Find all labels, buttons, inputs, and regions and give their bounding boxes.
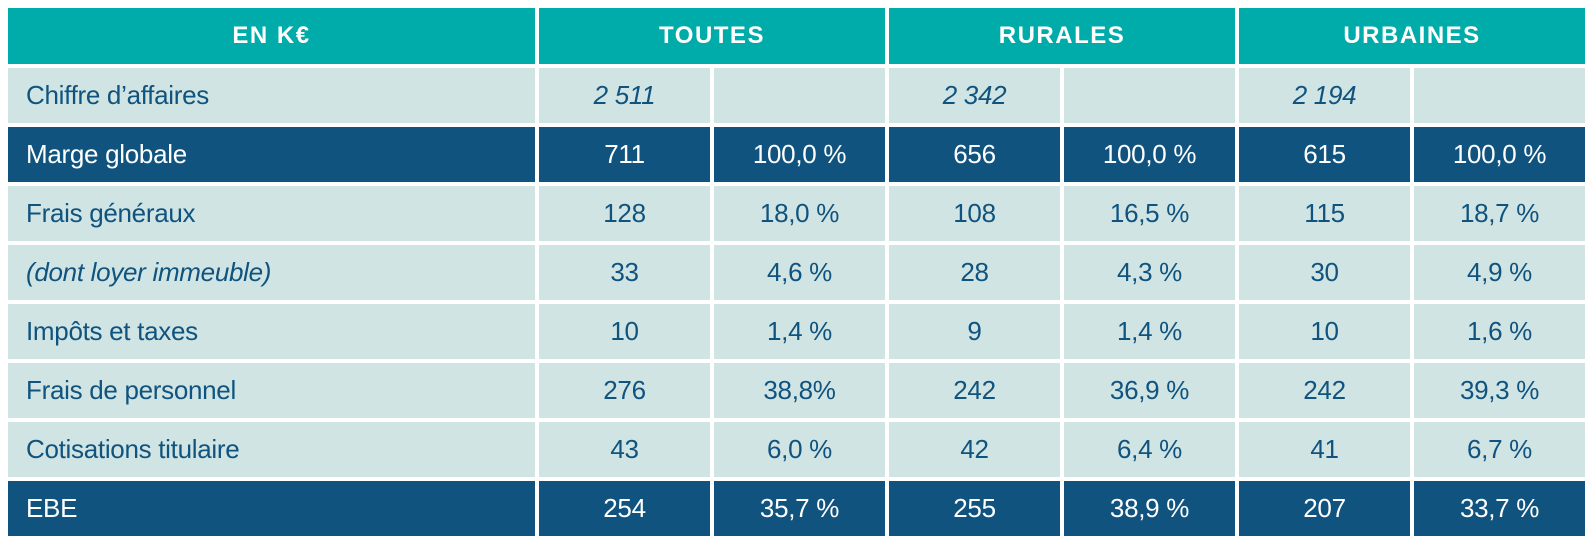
- table-row-dont-loyer-immeuble: (dont loyer immeuble) 33 4,6 % 28 4,3 % …: [8, 245, 1586, 300]
- cell-toutes-value: 128: [539, 186, 710, 241]
- table-row-marge-globale: Marge globale 711 100,0 % 656 100,0 % 61…: [8, 127, 1586, 182]
- cell-rurales-percent: [1064, 68, 1236, 123]
- cell-urbaines-percent: 1,6 %: [1414, 304, 1586, 359]
- cell-rurales-value: 42: [889, 422, 1060, 477]
- cell-rurales-percent: 1,4 %: [1064, 304, 1236, 359]
- table-row-impots-et-taxes: Impôts et taxes 10 1,4 % 9 1,4 % 10 1,6 …: [8, 304, 1586, 359]
- cell-urbaines-value: 207: [1239, 481, 1411, 536]
- cell-urbaines-value: 41: [1239, 422, 1411, 477]
- cell-urbaines-value: 10: [1239, 304, 1411, 359]
- cell-toutes-percent: 6,0 %: [714, 422, 885, 477]
- cell-rurales-value: 656: [889, 127, 1060, 182]
- row-label: EBE: [8, 481, 535, 536]
- table-row-cotisations-titulaire: Cotisations titulaire 43 6,0 % 42 6,4 % …: [8, 422, 1586, 477]
- table-row-ebe: EBE 254 35,7 % 255 38,9 % 207 33,7 %: [8, 481, 1586, 536]
- row-label: Impôts et taxes: [8, 304, 535, 359]
- table-row-chiffre-daffaires: Chiffre d’affaires 2 511 2 342 2 194: [8, 68, 1586, 123]
- cell-toutes-value: 10: [539, 304, 710, 359]
- cell-toutes-value: 276: [539, 363, 710, 418]
- cell-toutes-value: 43: [539, 422, 710, 477]
- cell-rurales-value: 2 342: [889, 68, 1060, 123]
- financial-table: EN K€ TOUTES RURALES URBAINES Chiffre d’…: [4, 4, 1590, 540]
- cell-toutes-percent: 100,0 %: [714, 127, 885, 182]
- cell-urbaines-percent: 4,9 %: [1414, 245, 1586, 300]
- cell-toutes-percent: 18,0 %: [714, 186, 885, 241]
- cell-toutes-percent: 1,4 %: [714, 304, 885, 359]
- table-row-frais-de-personnel: Frais de personnel 276 38,8% 242 36,9 % …: [8, 363, 1586, 418]
- table-row-frais-generaux: Frais généraux 128 18,0 % 108 16,5 % 115…: [8, 186, 1586, 241]
- cell-rurales-percent: 4,3 %: [1064, 245, 1236, 300]
- column-header-rurales: RURALES: [889, 8, 1236, 64]
- cell-rurales-value: 255: [889, 481, 1060, 536]
- cell-urbaines-percent: 33,7 %: [1414, 481, 1586, 536]
- cell-toutes-percent: 35,7 %: [714, 481, 885, 536]
- cell-rurales-percent: 16,5 %: [1064, 186, 1236, 241]
- column-header-unit: EN K€: [8, 8, 535, 64]
- cell-toutes-value: 254: [539, 481, 710, 536]
- cell-toutes-percent: 38,8%: [714, 363, 885, 418]
- row-label: Chiffre d’affaires: [8, 68, 535, 123]
- cell-urbaines-percent: 6,7 %: [1414, 422, 1586, 477]
- cell-rurales-percent: 100,0 %: [1064, 127, 1236, 182]
- header-row: EN K€ TOUTES RURALES URBAINES: [8, 8, 1586, 64]
- row-label: Marge globale: [8, 127, 535, 182]
- cell-toutes-percent: [714, 68, 885, 123]
- cell-rurales-percent: 36,9 %: [1064, 363, 1236, 418]
- cell-urbaines-percent: 100,0 %: [1414, 127, 1586, 182]
- cell-urbaines-value: 2 194: [1239, 68, 1411, 123]
- row-label: (dont loyer immeuble): [8, 245, 535, 300]
- cell-rurales-value: 242: [889, 363, 1060, 418]
- cell-urbaines-percent: 18,7 %: [1414, 186, 1586, 241]
- cell-urbaines-value: 30: [1239, 245, 1411, 300]
- cell-urbaines-value: 615: [1239, 127, 1411, 182]
- cell-rurales-value: 108: [889, 186, 1060, 241]
- cell-rurales-percent: 6,4 %: [1064, 422, 1236, 477]
- cell-rurales-percent: 38,9 %: [1064, 481, 1236, 536]
- cell-toutes-percent: 4,6 %: [714, 245, 885, 300]
- cell-urbaines-percent: 39,3 %: [1414, 363, 1586, 418]
- row-label: Frais de personnel: [8, 363, 535, 418]
- column-header-toutes: TOUTES: [539, 8, 885, 64]
- cell-urbaines-percent: [1414, 68, 1586, 123]
- cell-rurales-value: 9: [889, 304, 1060, 359]
- row-label: Frais généraux: [8, 186, 535, 241]
- cell-toutes-value: 711: [539, 127, 710, 182]
- cell-toutes-value: 33: [539, 245, 710, 300]
- cell-urbaines-value: 242: [1239, 363, 1411, 418]
- cell-urbaines-value: 115: [1239, 186, 1411, 241]
- column-header-urbaines: URBAINES: [1239, 8, 1586, 64]
- row-label: Cotisations titulaire: [8, 422, 535, 477]
- cell-rurales-value: 28: [889, 245, 1060, 300]
- cell-toutes-value: 2 511: [539, 68, 710, 123]
